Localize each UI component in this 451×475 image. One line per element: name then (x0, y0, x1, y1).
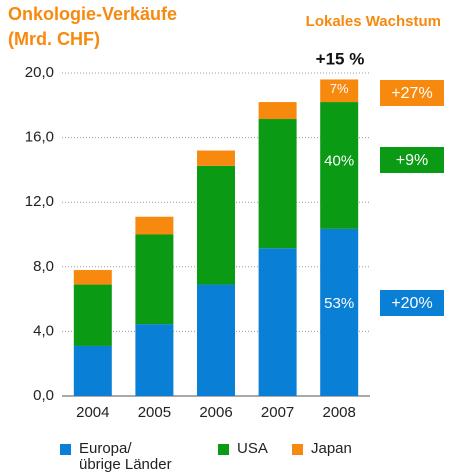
x-tick-label: 2006 (199, 404, 232, 421)
bar-segment (258, 102, 297, 120)
legend-label: USA (237, 440, 268, 457)
x-tick-label: 2008 (323, 404, 356, 421)
legend-label: Japan (311, 440, 352, 457)
bar-segment (197, 150, 235, 166)
bar-segment (135, 234, 174, 325)
y-tick-label: 16,0 (25, 129, 54, 146)
bar-segment (73, 345, 112, 396)
legend-swatch (292, 444, 303, 455)
legend-swatch (218, 444, 229, 455)
y-tick-label: 4,0 (33, 322, 54, 339)
growth-box (380, 80, 444, 106)
share-label: 7% (330, 81, 349, 96)
growth-label: +20% (391, 295, 432, 312)
share-label: 53% (324, 295, 354, 312)
y-tick-label: 20,0 (25, 64, 54, 81)
growth-box (380, 147, 444, 173)
bar-segment (258, 119, 297, 249)
growth-label: +9% (396, 152, 428, 169)
bar-segment (320, 79, 359, 103)
bar-segment (320, 102, 359, 229)
bar-segment (135, 324, 174, 396)
share-label: 40% (324, 152, 354, 169)
y-tick-label: 0,0 (33, 387, 54, 404)
x-tick-label: 2004 (76, 404, 109, 421)
bar-segment (197, 165, 235, 285)
total-growth: +15 % (316, 49, 365, 68)
x-tick-label: 2007 (261, 404, 294, 421)
y-tick-label: 12,0 (25, 193, 54, 210)
growth-box (380, 290, 444, 316)
bar-segment (197, 284, 235, 396)
growth-label: +27% (391, 85, 432, 102)
chart-title: Onkologie-Verkäufe (Mrd. CHF) (8, 4, 178, 49)
bar-segment (73, 284, 112, 346)
bar-segment (135, 216, 174, 235)
x-tick-label: 2005 (138, 404, 171, 421)
y-tick-label: 8,0 (33, 258, 54, 275)
chart-subtitle: Lokales Wachstum (305, 13, 441, 30)
legend-swatch (60, 444, 71, 455)
bar-segment (258, 248, 297, 396)
bar-segment (73, 270, 112, 285)
legend-label: Europa/ übrige Länder (79, 440, 172, 473)
bar-segment (320, 228, 359, 396)
